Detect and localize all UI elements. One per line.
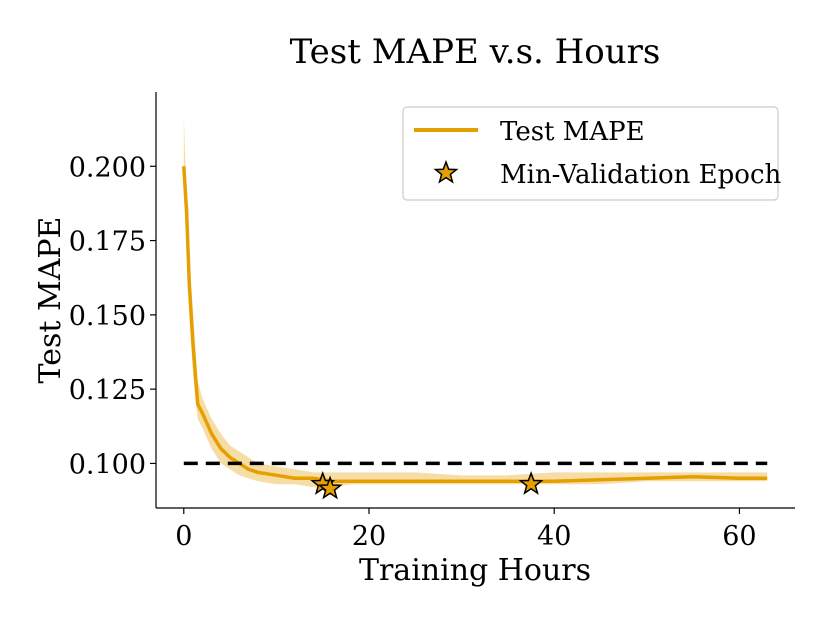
legend-frame [402, 106, 779, 201]
x-ticks: 0 20 40 60 [175, 508, 757, 552]
plot-area [182, 115, 768, 500]
y-ticks: 0.100 0.125 0.150 0.175 0.200 [69, 152, 156, 480]
test-mape-line [182, 166, 768, 484]
x-tick-label: 40 [537, 521, 571, 552]
x-tick-label: 60 [722, 521, 756, 552]
min-validation-star [317, 475, 343, 500]
y-tick-label: 0.150 [69, 301, 146, 332]
x-tick-label: 0 [175, 521, 192, 552]
legend-star-swatch [433, 159, 459, 184]
legend-label-min-validation: Min-Validation Epoch [500, 160, 782, 190]
x-axis-label: Training Hours [359, 553, 591, 588]
min-validation-star [518, 471, 544, 495]
chart-title: Test MAPE v.s. Hours [290, 32, 661, 72]
y-tick-label: 0.100 [69, 449, 146, 480]
y-tick-label: 0.125 [69, 375, 146, 406]
x-tick-label: 20 [352, 521, 386, 552]
legend: Test MAPE Min-Validation Epoch [402, 106, 782, 201]
legend-label-test-mape: Test MAPE [500, 117, 645, 147]
y-tick-label: 0.175 [69, 227, 146, 258]
y-tick-label: 0.200 [69, 152, 146, 183]
y-axis-label: Test MAPE [33, 217, 68, 384]
